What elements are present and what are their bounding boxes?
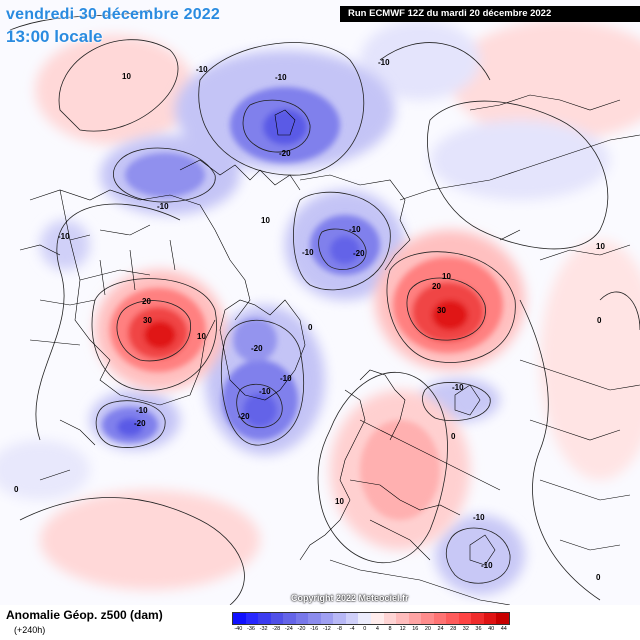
contour-lines: [9, 9, 640, 606]
contour-label: 30: [143, 316, 152, 325]
color-swatch: [396, 613, 409, 624]
color-swatch: [258, 613, 271, 624]
contour-label: 10: [197, 332, 206, 341]
color-swatch: [446, 613, 459, 624]
color-swatch: [421, 613, 434, 624]
color-swatch: [308, 613, 321, 624]
color-swatch: [333, 613, 346, 624]
color-swatch: [358, 613, 372, 624]
contour-label: -10: [452, 383, 464, 392]
color-swatch: [283, 613, 296, 624]
contour-label: -10: [196, 65, 208, 74]
contour-label: -20: [134, 419, 146, 428]
contour-label: -10: [280, 374, 292, 383]
scale-label: -4: [349, 626, 355, 632]
contour-label: 20: [142, 297, 151, 306]
scale-label: 40: [488, 626, 495, 632]
positive-anomaly-shading: [95, 230, 525, 550]
scale-label: 12: [399, 626, 406, 632]
negative-anomaly-shading: [40, 50, 525, 595]
contour-label: 10: [122, 72, 131, 81]
contour-label: -10: [302, 248, 314, 257]
contour-label: -10: [136, 406, 148, 415]
color-swatch: [458, 613, 472, 624]
contour-label: 0: [596, 573, 601, 582]
contour-label: -10: [349, 225, 361, 234]
contour-label: -20: [238, 412, 250, 421]
color-scale-labels: -40 -36 -32 -28 -24 -20 -16 -12 -8 -4 0 4 8 12 16 20 24 2…: [232, 626, 510, 632]
contour-label: 0: [597, 316, 602, 325]
color-swatch: [245, 613, 259, 624]
contour-label: -20: [353, 249, 365, 258]
scale-label: -16: [310, 626, 319, 632]
contour-label: -10: [58, 232, 70, 241]
scale-label: -40: [234, 626, 243, 632]
scale-label: 16: [412, 626, 419, 632]
color-swatch: [471, 613, 484, 624]
contour-labels: 10 -10 -10 -10 -20 -10 -10 -10 10 -10 -2…: [14, 58, 605, 582]
color-swatch: [270, 613, 284, 624]
scale-label: 4: [375, 626, 379, 632]
copyright: Copyright 2022 Meteociel.fr: [291, 593, 409, 603]
contour-label: 0: [14, 485, 19, 494]
scale-label: 8: [388, 626, 392, 632]
color-swatch: [371, 613, 384, 624]
scale-label: -28: [272, 626, 281, 632]
scale-label: -32: [259, 626, 268, 632]
scale-label: -12: [322, 626, 331, 632]
color-swatch: [483, 613, 497, 624]
contour-label: -10: [275, 73, 287, 82]
color-swatch: [233, 613, 246, 624]
color-swatch: [408, 613, 422, 624]
color-swatch: [433, 613, 447, 624]
contour-label: -10: [378, 58, 390, 67]
contour-label: 10: [596, 242, 605, 251]
contour-label: -10: [481, 561, 493, 570]
contour-label: -10: [473, 513, 485, 522]
scale-label: 0: [363, 626, 367, 632]
contour-label: -20: [279, 149, 291, 158]
color-swatch: [320, 613, 334, 624]
coastlines: [19, 94, 640, 606]
color-swatch: [496, 613, 510, 624]
contour-label: 0: [308, 323, 313, 332]
color-scale: -40 -36 -32 -28 -24 -20 -16 -12 -8 -4 0 4 8 12 16 20 24 2…: [232, 612, 510, 632]
contour-label: -10: [157, 202, 169, 211]
scale-label: -24: [284, 626, 293, 632]
contour-label: 0: [451, 432, 456, 441]
contour-label: 10: [335, 497, 344, 506]
scale-label: 24: [437, 626, 444, 632]
forecast-time: 13:00 locale: [6, 27, 103, 46]
scale-label: -8: [337, 626, 342, 632]
scale-label: 32: [462, 626, 469, 632]
lead-time: (+240h): [14, 625, 46, 635]
scale-label: 36: [475, 626, 482, 632]
contour-label: 20: [432, 282, 441, 291]
weak-anomaly-shading: [0, 20, 640, 590]
color-swatch: [345, 613, 359, 624]
contour-label: 10: [442, 272, 451, 281]
scale-label: 20: [424, 626, 431, 632]
color-swatch: [295, 613, 309, 624]
forecast-date: vendredi 30 décembre 2022: [6, 6, 221, 23]
color-swatch: [383, 613, 397, 624]
scale-label: -36: [246, 626, 255, 632]
contour-label: -20: [251, 344, 263, 353]
map-title: Anomalie Géop. z500 (dam): [6, 608, 163, 622]
run-info: Run ECMWF 12Z du mardi 20 décembre 2022: [340, 6, 640, 22]
scale-label: 44: [500, 626, 507, 632]
contour-label: 30: [437, 306, 446, 315]
contour-label: 10: [261, 216, 270, 225]
contour-label: -10: [259, 387, 271, 396]
scale-label: 28: [450, 626, 457, 632]
scale-label: -20: [297, 626, 306, 632]
color-scale-bar: [232, 612, 510, 625]
